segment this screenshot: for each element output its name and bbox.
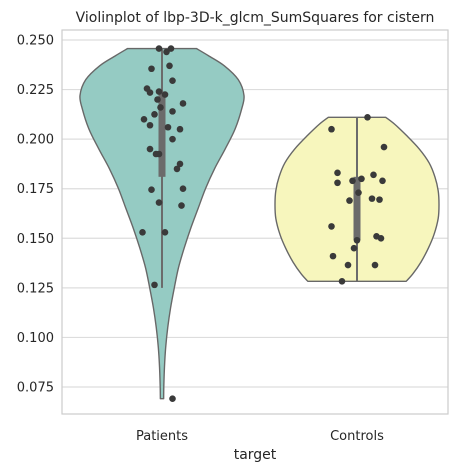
data-point [338, 278, 346, 285]
y-tick-label: 0.250 [17, 34, 54, 49]
data-point [344, 261, 352, 269]
data-point [173, 165, 181, 173]
y-axis: 0.075 0.100 0.125 0.150 0.175 0.200 0.225 0.250 [17, 34, 54, 396]
x-tick-label: Controls [330, 429, 384, 444]
data-point [329, 252, 337, 260]
violin-iqr-box [353, 176, 361, 241]
data-point [146, 145, 154, 153]
data-point [349, 177, 356, 185]
data-point [346, 197, 353, 204]
plot-frame [61, 29, 449, 415]
data-point [179, 100, 187, 107]
data-point [178, 202, 185, 209]
data-point [163, 48, 170, 56]
data-point [376, 196, 383, 203]
data-point [169, 108, 176, 115]
data-point [371, 261, 379, 269]
data-point [176, 125, 184, 133]
violin-iqr-box [158, 91, 166, 177]
y-tick-label: 0.175 [17, 182, 54, 197]
data-point [155, 150, 163, 158]
violins [79, 45, 440, 403]
data-point [169, 395, 176, 403]
data-point [146, 89, 154, 96]
y-tick-label: 0.075 [17, 381, 54, 396]
data-point [377, 234, 385, 242]
data-point [176, 160, 184, 168]
data-point [161, 229, 169, 236]
y-tick-label: 0.200 [17, 133, 54, 148]
data-point [328, 223, 335, 230]
chart-title: Violinplot of lbp-3D-k_glcm_SumSquares f… [76, 10, 435, 26]
y-tick-label: 0.125 [17, 281, 54, 296]
data-point [148, 65, 155, 73]
data-point [169, 135, 176, 143]
data-point [379, 177, 386, 185]
data-point [364, 114, 371, 121]
data-point [167, 45, 175, 52]
y-gridlines [62, 39, 448, 388]
data-point [155, 45, 163, 52]
data-point [334, 169, 341, 177]
x-axis-label: target [234, 447, 277, 463]
data-point [140, 116, 148, 123]
data-point [370, 171, 377, 179]
data-point [164, 123, 172, 131]
data-point [154, 96, 161, 103]
data-point [179, 185, 187, 193]
data-point [155, 199, 163, 206]
y-tick-label: 0.225 [17, 83, 54, 98]
x-tick-label: Patients [136, 429, 188, 444]
x-axis: Patients Controls [136, 429, 384, 444]
data-point [350, 244, 358, 252]
data-point [380, 143, 388, 151]
data-point [328, 125, 335, 133]
violin-group [274, 114, 440, 285]
data-point [157, 104, 164, 111]
data-point [358, 175, 365, 183]
data-point [368, 195, 376, 202]
data-point [139, 229, 146, 236]
data-point [155, 88, 163, 95]
y-tick-label: 0.150 [17, 232, 54, 247]
data-point [146, 121, 154, 129]
data-point [334, 179, 341, 187]
data-point [166, 62, 173, 70]
y-tick-label: 0.100 [17, 331, 54, 346]
data-point [169, 77, 176, 84]
data-point [161, 91, 169, 98]
data-point [355, 189, 362, 196]
data-point [353, 236, 361, 244]
violin-group [79, 45, 245, 403]
data-point [148, 186, 155, 194]
data-point [151, 281, 158, 289]
data-point [151, 111, 158, 118]
